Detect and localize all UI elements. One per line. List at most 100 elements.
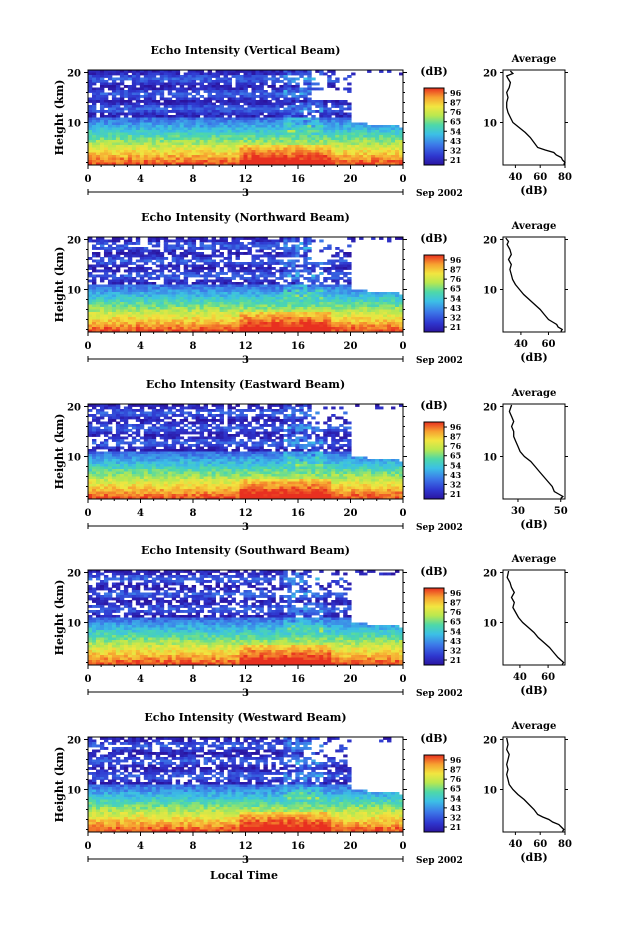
heatmap-cell: [155, 252, 161, 255]
heatmap-cell: [215, 82, 220, 86]
heatmap-cell: [115, 309, 121, 313]
heatmap-cell: [199, 160, 205, 163]
heatmap-cell: [235, 252, 240, 255]
heatmap-cell: [319, 102, 324, 106]
heatmap-cell: [195, 162, 201, 166]
heatmap-cell: [175, 264, 181, 268]
heatmap-cell: [243, 75, 248, 78]
heatmap-cell: [211, 132, 216, 136]
heatmap-cell: [135, 294, 141, 298]
heatmap-cell: [283, 145, 288, 148]
heatmap-cell: [291, 110, 296, 113]
heatmap-cell: [295, 287, 300, 290]
heatmap-cell: [355, 135, 360, 138]
heatmap-cell: [267, 137, 272, 141]
heatmap-cell: [315, 150, 320, 153]
heatmap-cell: [223, 282, 228, 285]
heatmap-cell: [155, 150, 161, 153]
heatmap-cell: [227, 329, 232, 333]
heatmap-cell: [147, 242, 153, 245]
heatmap-cell: [163, 82, 169, 86]
heatmap-cell: [299, 150, 304, 153]
heatmap-cell: [331, 100, 336, 103]
heatmap-cell: [247, 297, 252, 300]
heatmap-cell: [259, 237, 264, 240]
heatmap-cell: [247, 72, 252, 76]
heatmap-cell: [155, 304, 161, 308]
heatmap-cell: [159, 147, 165, 151]
heatmap-cell: [91, 87, 97, 91]
heatmap-cell: [331, 122, 336, 126]
heatmap-cell: [359, 125, 364, 128]
heatmap-cell: [255, 267, 260, 270]
heatmap-cell: [139, 267, 145, 270]
heatmap-cell: [331, 329, 336, 333]
heatmap-cell: [131, 147, 137, 151]
heatmap-cell: [95, 125, 101, 128]
heatmap-cell: [363, 322, 368, 325]
heatmap-cell: [219, 112, 224, 116]
heatmap-cell: [391, 317, 396, 320]
heatmap-cell: [383, 132, 388, 136]
heatmap-cell: [159, 127, 165, 131]
heatmap-cell: [307, 140, 312, 143]
heatmap-cell: [127, 152, 133, 156]
heatmap-cell: [199, 110, 205, 113]
heatmap-cell: [259, 142, 264, 146]
heatmap-cell: [143, 137, 149, 141]
heatmap-cell: [171, 259, 177, 263]
heatmap-cell: [155, 292, 161, 295]
heatmap-cell: [383, 322, 388, 325]
heatmap-cell: [159, 110, 165, 113]
heatmap-cell: [119, 95, 125, 98]
heatmap-cell: [99, 137, 105, 141]
heatmap-cell: [131, 85, 137, 88]
heatmap-cell: [107, 160, 113, 163]
heatmap-cell: [207, 272, 213, 275]
heatmap-cell: [359, 140, 364, 143]
heatmap-cell: [115, 155, 121, 158]
heatmap-cell: [127, 155, 133, 158]
heatmap-cell: [88, 257, 93, 260]
heatmap-cell: [167, 287, 173, 290]
heatmap-cell: [255, 162, 260, 166]
heatmap-cell: [135, 299, 141, 303]
heatmap-cell: [159, 115, 165, 118]
heatmap-cell: [391, 132, 396, 136]
heatmap-cell: [235, 140, 240, 143]
heatmap-cell: [155, 135, 161, 138]
heatmap-cell: [331, 312, 336, 315]
heatmap-cell: [179, 77, 185, 81]
heatmap-cell: [291, 317, 296, 320]
heatmap-cell: [371, 299, 376, 303]
heatmap-cell: [323, 279, 328, 283]
heatmap-cell: [147, 145, 153, 148]
heatmap-cell: [147, 142, 153, 146]
heatmap-cell: [375, 160, 380, 163]
heatmap-cell: [207, 262, 213, 265]
heatmap-cell: [127, 287, 133, 290]
heatmap-cell: [211, 269, 216, 273]
heatmap-cell: [319, 155, 324, 158]
heatmap-cell: [315, 319, 320, 323]
heatmap-cell: [155, 329, 161, 333]
heatmap-cell: [311, 312, 316, 315]
heatmap-cell: [291, 90, 296, 93]
heatmap-cell: [299, 130, 304, 133]
heatmap-cell: [123, 137, 129, 141]
heatmap-cell: [387, 329, 392, 333]
heatmap-cell: [323, 112, 328, 116]
heatmap-cell: [307, 162, 312, 166]
heatmap-cell: [131, 160, 137, 163]
heatmap-cell: [275, 329, 280, 333]
heatmap-cell: [183, 110, 189, 113]
heatmap-cell: [295, 307, 300, 310]
heatmap-cell: [179, 244, 185, 248]
heatmap-cell: [167, 135, 173, 138]
heatmap-cell: [323, 304, 328, 308]
heatmap-cell: [291, 304, 296, 308]
heatmap-cell: [115, 140, 121, 143]
heatmap-cell: [151, 157, 157, 161]
heatmap-cell: [343, 130, 348, 133]
heatmap-cell: [227, 77, 232, 81]
